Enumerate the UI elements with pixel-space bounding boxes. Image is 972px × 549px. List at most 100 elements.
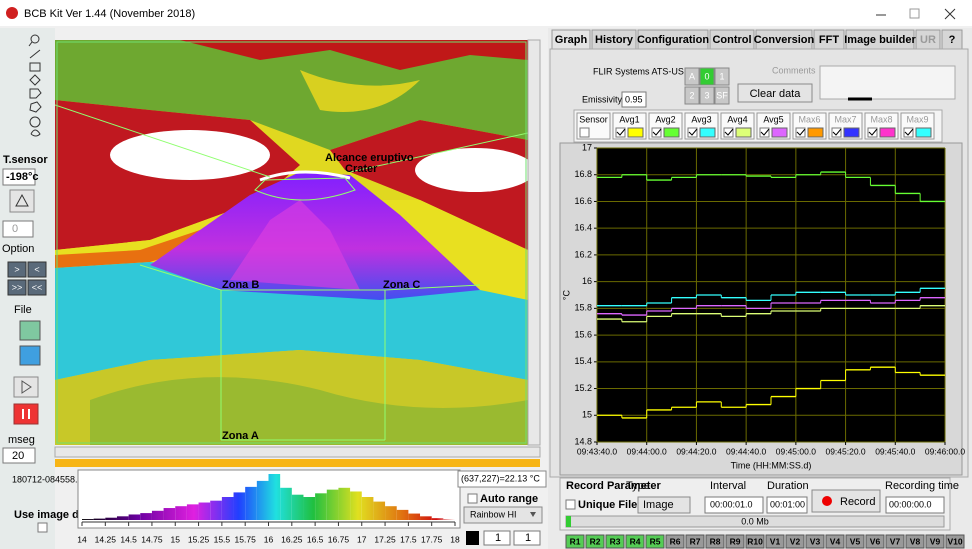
histogram-bar xyxy=(187,504,199,520)
channel-label: V7 xyxy=(890,536,901,546)
sensor-name: Avg3 xyxy=(691,114,711,124)
sensor-name: Avg2 xyxy=(655,114,675,124)
sensor-color xyxy=(844,128,859,137)
channel-label: R5 xyxy=(650,536,661,546)
y-tick-label: 17 xyxy=(582,142,592,152)
y-tick-label: 14.8 xyxy=(574,436,592,446)
histogram-bar xyxy=(257,481,269,520)
histogram-tick-label: 18 xyxy=(450,534,460,544)
image-label: Zona B xyxy=(222,279,259,291)
y-tick-label: 15.8 xyxy=(574,303,592,313)
y-tick-label: 16 xyxy=(582,276,592,286)
channel-label: V10 xyxy=(947,536,962,546)
histogram-tick-label: 17.25 xyxy=(374,534,396,544)
histogram-bar xyxy=(397,510,409,520)
open-button[interactable] xyxy=(20,321,40,340)
sensor-color xyxy=(664,128,679,137)
use-image-data-checkbox[interactable] xyxy=(38,523,47,532)
histogram-bar xyxy=(164,508,176,520)
option-button-label: > xyxy=(14,264,19,274)
spin-value: 1 xyxy=(495,532,501,544)
sensor-name: Max7 xyxy=(834,114,856,124)
histogram-bar xyxy=(175,506,187,520)
histogram-bar xyxy=(327,490,339,520)
channel-label: R7 xyxy=(690,536,701,546)
histogram-bar xyxy=(303,497,315,520)
progress-fill xyxy=(566,516,571,527)
histogram-bar xyxy=(362,497,374,520)
sensor-name: Max8 xyxy=(870,114,892,124)
recording-time-value: 00:00:00.0 xyxy=(889,499,932,509)
selector-label: 2 xyxy=(689,90,694,100)
histogram-tick-label: 14.75 xyxy=(141,534,163,544)
option-label: Option xyxy=(2,243,34,255)
emissivity-label: Emissivity xyxy=(582,94,622,104)
y-tick-label: 15.4 xyxy=(574,356,592,366)
histogram-bar xyxy=(82,519,94,520)
comments-field[interactable] xyxy=(820,66,955,99)
device-name: FLIR Systems ATS-US xyxy=(593,66,684,76)
image-label: Zona A xyxy=(222,430,259,442)
tab-label: Conversion xyxy=(754,34,815,46)
delta-button[interactable] xyxy=(10,190,34,212)
channel-label: R4 xyxy=(630,536,641,546)
horizontal-scrollbar[interactable] xyxy=(55,447,540,457)
unique-file-label: Unique File xyxy=(578,499,637,511)
histogram-tick-label: 17 xyxy=(357,534,367,544)
y-axis-label: °C xyxy=(561,289,571,300)
size-label: 0.0 Mb xyxy=(741,516,769,526)
color-swatch[interactable] xyxy=(466,531,479,545)
x-tick-label: 09:43:40.0 xyxy=(577,446,617,456)
channel-label: R10 xyxy=(747,536,763,546)
image-label: Zona C xyxy=(383,279,420,291)
histogram-bar xyxy=(350,491,362,520)
x-tick-label: 09:45:40.0 xyxy=(875,446,915,456)
histogram-tick-label: 15 xyxy=(171,534,181,544)
file-label: File xyxy=(14,304,32,316)
thermal-image[interactable] xyxy=(55,40,535,445)
histogram-tick-label: 16.5 xyxy=(307,534,324,544)
histogram-tick-label: 14 xyxy=(77,534,87,544)
save-button[interactable] xyxy=(20,346,40,365)
histogram-tick-label: 16 xyxy=(264,534,274,544)
channel-label: V6 xyxy=(870,536,881,546)
app-window: BCB Kit Ver 1.44 (November 2018) T.senso… xyxy=(0,0,972,549)
range-bar[interactable] xyxy=(55,459,540,467)
histogram-bar xyxy=(222,497,234,520)
histogram-bar xyxy=(280,488,292,520)
channel-label: V8 xyxy=(910,536,921,546)
unique-file-checkbox[interactable] xyxy=(566,500,575,509)
tab-label: Image builder xyxy=(844,34,916,46)
sensor-color xyxy=(628,128,643,137)
play-button[interactable] xyxy=(14,377,38,397)
selector-label: 0 xyxy=(704,71,709,81)
sensor-color xyxy=(880,128,895,137)
histogram-bar xyxy=(432,518,444,520)
histogram-tick-label: 14.5 xyxy=(120,534,137,544)
histogram-bar xyxy=(117,516,129,520)
clear-data-label: Clear data xyxy=(750,88,802,100)
image-label: Crater xyxy=(345,163,378,175)
pause-button[interactable] xyxy=(14,404,38,424)
emissivity-value: 0.95 xyxy=(625,94,643,104)
interval-label: Interval xyxy=(710,480,746,492)
vertical-scrollbar[interactable] xyxy=(528,40,540,445)
spin-value: 1 xyxy=(525,532,531,544)
histogram-tick-label: 15.5 xyxy=(214,534,231,544)
x-tick-label: 09:44:40.0 xyxy=(726,446,766,456)
tab-label: UR xyxy=(920,34,936,46)
histogram-tick-label: 17.75 xyxy=(421,534,443,544)
t-sensor-value: -198°c xyxy=(6,171,39,183)
selector-label: 3 xyxy=(704,90,709,100)
type-value: Image xyxy=(643,499,674,511)
sensor-color xyxy=(700,128,715,137)
y-tick-label: 15.2 xyxy=(574,383,592,393)
option-button-label: < xyxy=(34,264,39,274)
tab-label: Graph xyxy=(555,34,588,46)
tab-label: Control xyxy=(712,34,751,46)
auto-range-checkbox[interactable] xyxy=(468,494,477,503)
duration-value: 00:01:00 xyxy=(770,499,805,509)
mseg-label: mseg xyxy=(8,434,35,446)
sensor-checkbox[interactable] xyxy=(580,128,589,137)
t-sensor-label: T.sensor xyxy=(3,154,48,166)
